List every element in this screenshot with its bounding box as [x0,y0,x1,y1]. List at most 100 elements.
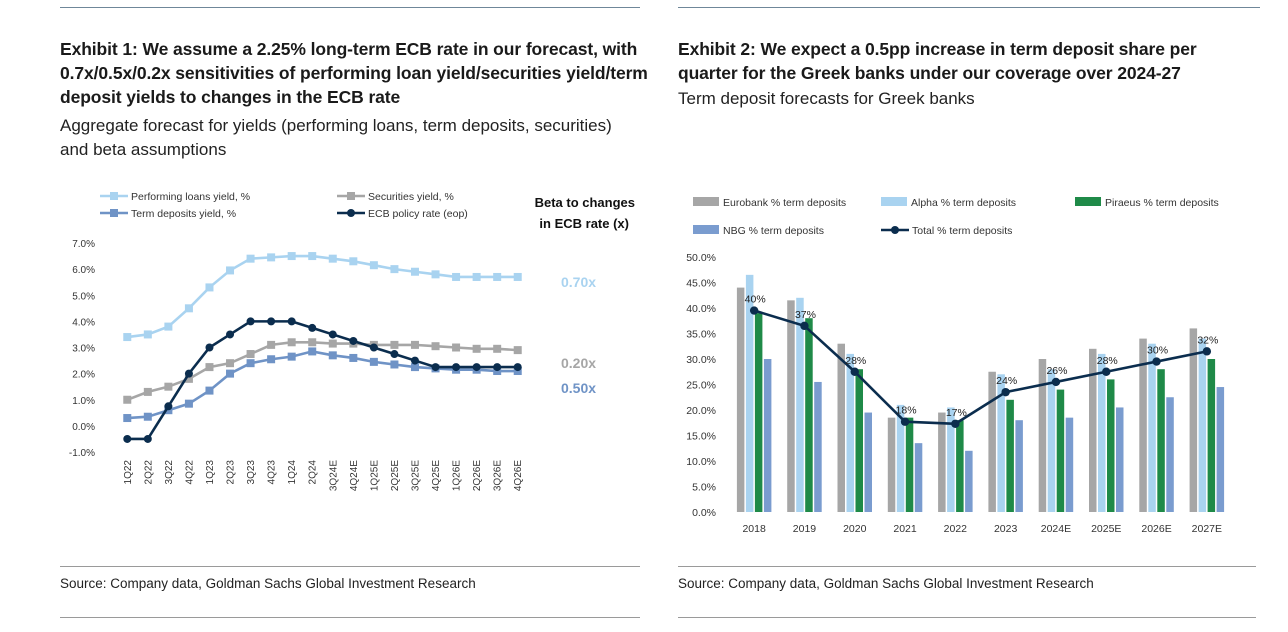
data-point [267,340,276,349]
data-point [390,350,399,359]
bar [1148,343,1156,512]
legend-marker [347,209,355,217]
legend-item-performing-loans-yield: Performing loans yield, % [100,191,250,203]
data-point [205,363,214,372]
data-point [390,360,399,369]
series-securities-yield [123,338,522,404]
total-point [1202,347,1212,356]
x-tick-label: 1Q24 [287,460,298,485]
bar [1157,369,1165,512]
data-point [410,267,419,276]
legend-item-piraeus-term-deposits: Piraeus % term deposits [1075,197,1219,209]
total-data-label: 17% [946,407,967,419]
data-point [246,254,255,263]
data-point [328,339,337,348]
series-line [127,320,518,441]
legend-marker [110,209,118,217]
y-tick-label: 0.0% [72,422,95,433]
bar [855,369,863,512]
data-point [123,395,132,404]
data-point [390,340,399,349]
legend-label: Total % term deposits [912,225,1012,237]
y-tick-label: 50.0% [686,252,716,264]
legend-marker [891,226,899,234]
legend-item-securities-yield: Securities yield, % [337,191,454,203]
x-tick-label: 4Q25E [431,460,442,491]
bar [745,274,754,512]
data-point [123,333,132,342]
data-point [328,351,337,360]
bar [1198,338,1207,512]
beta-label-0-70x: 0.70x [561,274,596,290]
data-point [308,252,317,261]
data-point [431,363,440,372]
x-category-label: 2021 [893,523,917,535]
total-data-label: 26% [1046,365,1067,377]
x-category-label: 2018 [742,523,766,535]
exhibit2-source: Source: Company data, Goldman Sachs Glob… [678,576,1094,591]
data-point [431,270,440,279]
y-tick-label: 30.0% [686,354,716,366]
total-data-label: 32% [1197,334,1218,346]
data-point [287,317,296,326]
bar [1038,359,1047,512]
data-point [226,359,235,368]
x-category-label: 2022 [944,523,968,535]
series-piraeus-term-deposits [754,313,1216,512]
legend-item-eurobank-term-deposits: Eurobank % term deposits [693,197,846,209]
data-point [369,357,378,366]
x-category-label: 2023 [994,523,1018,535]
data-point [143,387,152,396]
bar [805,318,813,512]
series-line [127,254,518,339]
y-tick-label: 3.0% [72,344,95,355]
y-tick-label: 20.0% [686,405,716,417]
data-point [267,355,276,364]
exhibit2-subtitle: Term deposit forecasts for Greek banks [678,89,975,108]
legend-label: Alpha % term deposits [911,197,1016,209]
bar [787,300,795,512]
x-tick-label: 1Q26E [452,460,463,491]
x-tick-label: 3Q26E [493,460,504,491]
x-tick-label: 2Q22 [143,460,154,485]
data-point [493,344,502,353]
legend-item-total-term-deposits: Total % term deposits [881,225,1012,237]
total-data-label: 37% [795,309,816,321]
series-performing-loans-yield [123,252,522,342]
data-point [349,353,358,362]
top-rule-left [60,7,640,8]
legend-label: Eurobank % term deposits [723,197,846,209]
data-point [246,350,255,359]
data-point [164,402,173,411]
x-tick-label: 3Q25E [410,460,421,491]
data-point [246,317,255,326]
data-point [472,344,481,353]
exhibit2-title: Exhibit 2: We expect a 0.5pp increase in… [678,39,1197,83]
legend-item-ecb-policy-rate-eop: ECB policy rate (eop) [337,208,468,220]
bar [1056,389,1065,512]
data-point [472,272,481,281]
series-total-term-deposits: 40% 37% 28% 18% 17% 24% 26% 28% 30% 32% [745,294,1218,428]
y-tick-label: 40.0% [686,303,716,315]
legend-label: Term deposits yield, % [131,208,236,220]
bar [846,353,854,512]
bar [905,417,914,512]
exhibit1-title: Exhibit 1: We assume a 2.25% long-term E… [60,39,648,107]
series-alpha-term-deposits [745,274,1207,512]
data-point [287,352,296,361]
yields-line-chart: -1.0% 0.0% 1.0% 2.0% 3.0% 4.0% 5.0% 6.0% 7.0% 1Q2… [69,191,635,491]
bar [1006,399,1014,512]
data-point [390,265,399,274]
total-data-label: 30% [1147,345,1168,357]
bar [896,404,905,512]
series-nbg-term-deposits [763,359,1225,512]
data-point [184,304,193,313]
bar [1065,417,1074,512]
data-point [267,317,276,326]
x-tick-label: 2Q26E [472,460,483,491]
bar [887,417,896,512]
data-point [308,347,317,356]
y-tick-label: 10.0% [686,456,716,468]
data-point [349,336,358,345]
x-category-label: 2026E [1141,523,1171,535]
